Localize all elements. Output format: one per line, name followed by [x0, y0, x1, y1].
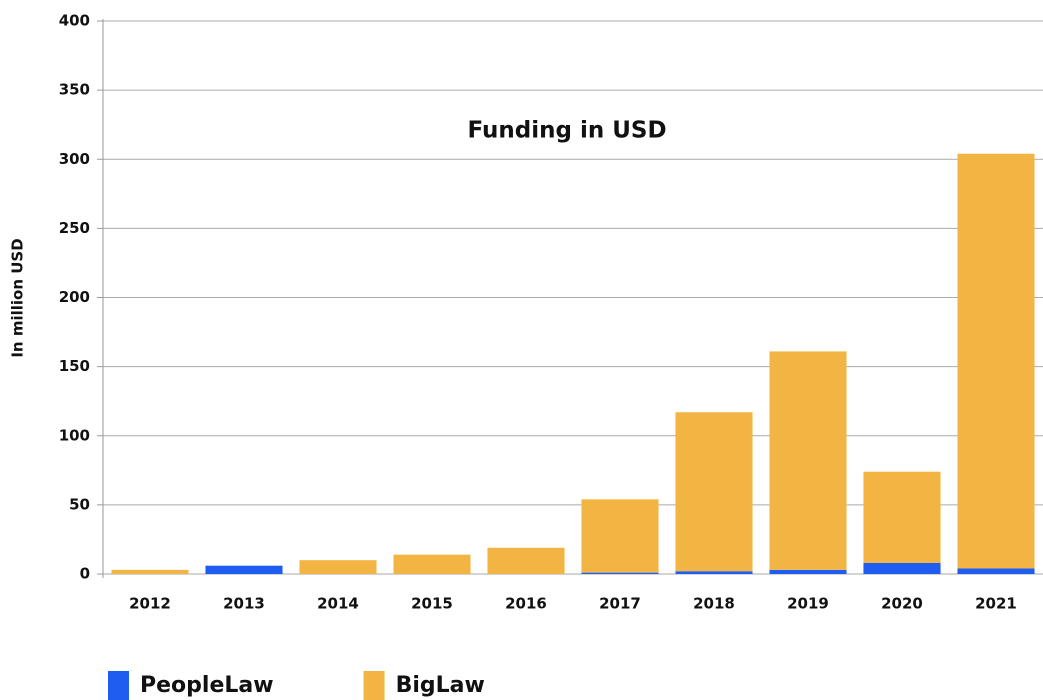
y-tick-label: 0 [80, 565, 90, 583]
chart-title: Funding in USD [467, 118, 666, 144]
y-tick-label: 50 [69, 495, 90, 513]
x-tick-label: 2015 [411, 595, 453, 613]
bar-segment [487, 547, 565, 574]
bar-segment [769, 569, 847, 574]
bar-segment [675, 571, 753, 574]
y-axis-label: In million USD [9, 238, 27, 357]
x-tick-label: 2017 [599, 595, 641, 613]
y-tick-label: 300 [59, 150, 90, 168]
bar-segment [769, 351, 847, 570]
bar-segment [863, 471, 941, 563]
legend-swatch [108, 671, 129, 700]
y-tick-label: 250 [59, 219, 90, 237]
bar-segment [299, 560, 377, 574]
x-tick-label: 2020 [881, 595, 923, 613]
x-tick-label: 2016 [505, 595, 547, 613]
bar-segment [581, 499, 659, 573]
bar-segment [205, 565, 283, 574]
x-tick-label: 2013 [223, 595, 265, 613]
legend-label: PeopleLaw [140, 673, 274, 698]
x-tick-label: 2012 [129, 595, 171, 613]
legend-swatch [363, 671, 385, 700]
y-tick-label: 350 [59, 81, 90, 99]
bar-segment [957, 568, 1035, 574]
y-tick-label: 200 [59, 288, 90, 306]
x-tick-label: 2021 [975, 595, 1017, 613]
bar-segment [111, 569, 189, 574]
bar-segment [957, 153, 1035, 569]
y-tick-label: 150 [59, 357, 90, 375]
x-tick-label: 2018 [693, 595, 735, 613]
bar-segment [581, 572, 659, 574]
bar-segment [675, 412, 753, 572]
legend-label: BigLaw [396, 673, 485, 698]
bar-segment [393, 554, 471, 574]
y-tick-label: 100 [59, 426, 90, 444]
y-tick-label: 400 [59, 12, 90, 30]
bar-segment [863, 562, 941, 574]
x-tick-label: 2014 [317, 595, 359, 613]
x-tick-label: 2019 [787, 595, 829, 613]
